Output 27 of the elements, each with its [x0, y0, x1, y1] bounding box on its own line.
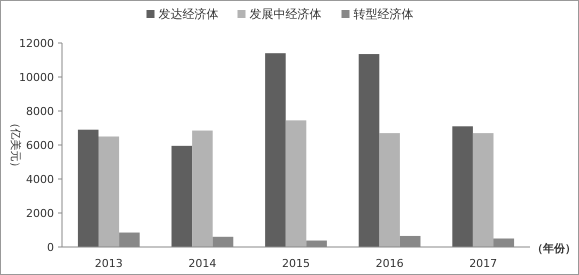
legend-label: 发达经济体 — [158, 7, 218, 21]
bar — [358, 54, 380, 247]
y-axis-title: （亿美元） — [9, 118, 22, 172]
legend-label: 发展中经济体 — [250, 7, 322, 21]
y-tick-label: 4000 — [26, 173, 54, 186]
bar — [379, 133, 400, 247]
bar — [472, 133, 494, 247]
bar — [286, 120, 306, 247]
bar — [172, 146, 192, 247]
y-tick-label: 10000 — [19, 71, 54, 84]
bar — [192, 130, 213, 247]
y-tick-label: 12000 — [19, 37, 54, 50]
x-tick-label: 2017 — [469, 257, 498, 270]
y-tick-label: 0 — [47, 241, 54, 254]
x-tick-label: 2015 — [282, 257, 310, 270]
x-axis-title: （年份） — [532, 242, 576, 255]
x-tick-label: 2014 — [188, 257, 216, 270]
bar — [452, 126, 473, 247]
bar — [98, 136, 120, 247]
bar — [78, 130, 99, 247]
y-tick-label: 6000 — [26, 139, 54, 152]
x-tick-label: 2016 — [376, 257, 404, 270]
legend-label: 转型经济体 — [354, 7, 414, 21]
x-tick-label: 2013 — [94, 257, 123, 270]
bar — [265, 53, 286, 247]
y-tick-label: 8000 — [26, 105, 54, 118]
y-tick-label: 2000 — [26, 207, 54, 220]
